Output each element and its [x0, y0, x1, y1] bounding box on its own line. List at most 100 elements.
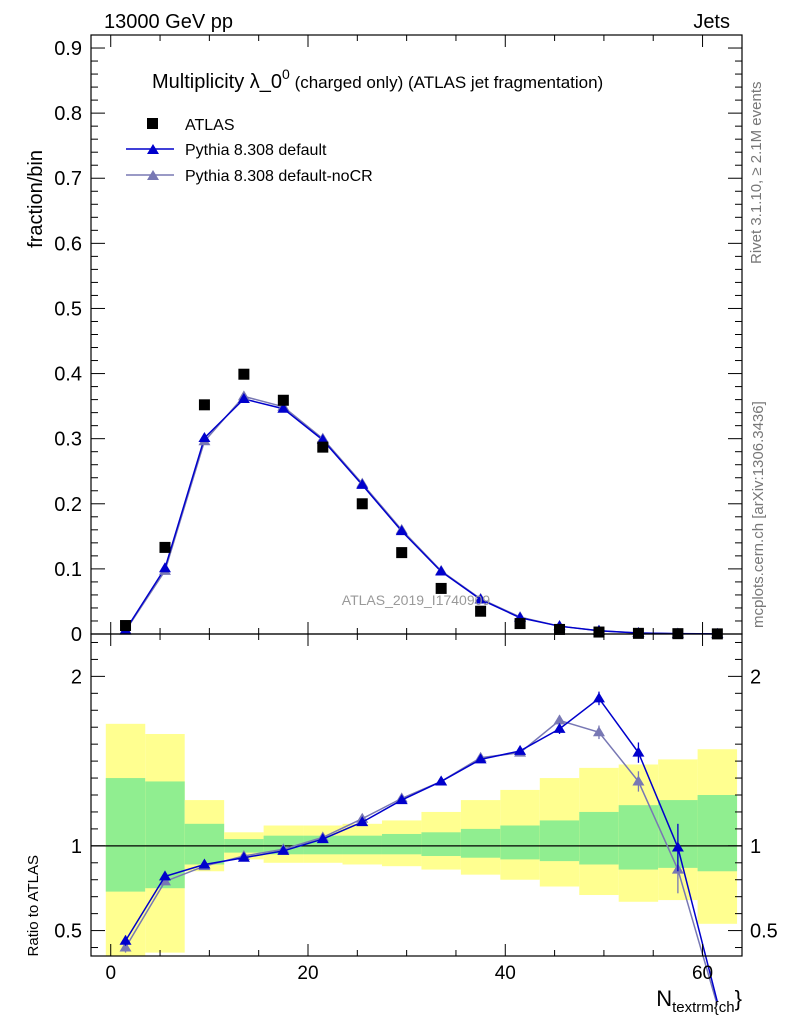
main-point-atlas-6	[356, 498, 368, 510]
band-inner-13	[618, 805, 659, 870]
main-y-tick-label-8: 0.8	[54, 103, 82, 125]
main-y-tick-label-1: 0.1	[54, 559, 82, 581]
main-point-1-1	[158, 562, 171, 573]
ratio-point-0-7	[395, 794, 408, 805]
legend-label-atlas: ATLAS	[185, 117, 235, 134]
ratio-point-0-3	[237, 851, 250, 862]
band-inner-7	[381, 833, 422, 855]
ratio-point-0-8	[435, 775, 448, 786]
main-y-tick-label-5: 0.5	[54, 298, 82, 320]
ratio-point-0-10	[514, 744, 527, 755]
main-y-tick-label-3: 0.3	[54, 429, 82, 451]
chart-title: Multiplicity λ_00 (charged only) (ATLAS …	[152, 66, 603, 93]
main-point-atlas-10	[514, 618, 526, 630]
ratio-point-1-12	[592, 726, 605, 737]
main-line-1	[124, 398, 718, 635]
ratio-point-1-1	[158, 875, 171, 886]
ratio-point-1-13	[632, 775, 645, 786]
ratio-point-1-11	[553, 714, 566, 725]
xlabel-main: N	[656, 986, 672, 1011]
rivet-label: Rivet 3.1.10, ≥ 2.1M events	[748, 82, 765, 265]
ratio-xlabel: Ntextrm{ch}	[656, 986, 742, 1016]
ratio-point-1-0	[119, 941, 132, 952]
band-inner-8	[421, 832, 461, 857]
ratio-point-0-13	[632, 746, 645, 757]
main-y-tick-label-7: 0.7	[54, 168, 82, 190]
main-point-1-7	[395, 525, 408, 536]
ratio-point-0-1	[158, 870, 171, 881]
main-point-atlas-0	[120, 620, 132, 632]
main-point-atlas-5	[317, 441, 329, 453]
main-point-atlas-2	[198, 399, 210, 411]
energy-label: 13000 GeV pp	[104, 11, 233, 33]
ratio-y-tick-label-right-1: 1	[750, 836, 761, 858]
ratio-point-0-2	[198, 858, 211, 869]
ratio-point-0-14	[671, 841, 684, 852]
legend-marker-nocr	[147, 170, 159, 180]
process-label: Jets	[693, 11, 730, 33]
main-y-tick-label-4: 0.4	[54, 364, 82, 386]
ratio-point-0-6	[356, 816, 369, 827]
main-point-1-4	[277, 402, 290, 413]
main-point-atlas-12	[593, 626, 605, 638]
main-point-atlas-9	[475, 605, 487, 617]
ratio-y-tick-label-right-0: 0.5	[750, 921, 778, 943]
x-tick-label-2: 40	[495, 963, 516, 984]
analysis-watermark: ATLAS_2019_I1740909	[342, 592, 491, 608]
axis-ticks	[91, 34, 742, 956]
main-point-1-5	[316, 433, 329, 444]
legend-marker-atlas	[147, 118, 158, 129]
band-inner-15	[697, 795, 738, 872]
ratio-point-0-9	[474, 753, 487, 764]
main-point-atlas-4	[277, 394, 289, 406]
ratio-point-0-5	[316, 833, 329, 844]
legend-label-default: Pythia 8.308 default	[185, 142, 327, 159]
main-y-tick-label-9: 0.9	[54, 38, 82, 60]
main-y-tick-label-0: 0	[71, 624, 82, 646]
ratio-point-0-11	[553, 722, 566, 733]
main-y-tick-label-2: 0.2	[54, 494, 82, 516]
main-point-atlas-11	[554, 623, 566, 635]
main-y-tick-label-6: 0.6	[54, 233, 82, 255]
xlabel-sub: textrm{ch	[672, 999, 735, 1016]
band-inner-12	[579, 811, 619, 865]
ratio-point-0-4	[277, 844, 290, 855]
ratio-ylabel: Ratio to ATLAS	[25, 855, 42, 956]
chart-title-sup: 0	[282, 66, 290, 82]
legend-marker-default	[147, 144, 159, 154]
mcplots-label: mcplots.cern.ch [arXiv:1306.3436]	[750, 401, 767, 628]
band-inner-9	[460, 828, 501, 858]
main-point-1-9	[474, 593, 487, 604]
band-inner-0	[105, 778, 146, 892]
uncertainty-bands	[105, 723, 738, 956]
xlabel-close: }	[735, 986, 742, 1011]
ratio-line-0	[124, 697, 719, 1002]
ratio-y-tick-label-right-2: 2	[750, 666, 761, 688]
x-tick-label-0: 0	[105, 963, 116, 984]
chart-title-main: Multiplicity λ_0	[152, 71, 282, 93]
main-ylabel: fraction/bin	[25, 150, 47, 248]
main-point-1-6	[356, 478, 369, 489]
ratio-y-tick-label-left-0: 0.5	[54, 921, 82, 943]
ratio-panel-series	[119, 691, 719, 1006]
main-point-atlas-7	[396, 547, 408, 559]
band-inner-6	[342, 835, 382, 855]
ratio-y-tick-label-left-1: 1	[71, 836, 82, 858]
chart-title-rest: (charged only) (ATLAS jet fragmentation)	[290, 73, 603, 92]
legend: ATLAS Pythia 8.308 default Pythia 8.308 …	[126, 117, 373, 185]
band-inner-2	[184, 823, 225, 865]
ratio-point-0-0	[119, 934, 132, 945]
ratio-point-0-12	[592, 692, 605, 703]
main-panel-series	[119, 368, 724, 640]
main-point-atlas-8	[435, 582, 447, 594]
main-point-atlas-1	[159, 541, 171, 553]
main-point-atlas-13	[632, 627, 644, 639]
ratio-y-tick-label-left-2: 2	[71, 666, 82, 688]
main-point-atlas-3	[238, 368, 250, 380]
band-inner-11	[539, 820, 580, 862]
x-tick-label-3: 60	[692, 963, 713, 984]
main-point-1-2	[198, 432, 211, 443]
legend-label-nocr: Pythia 8.308 default-noCR	[185, 168, 373, 185]
